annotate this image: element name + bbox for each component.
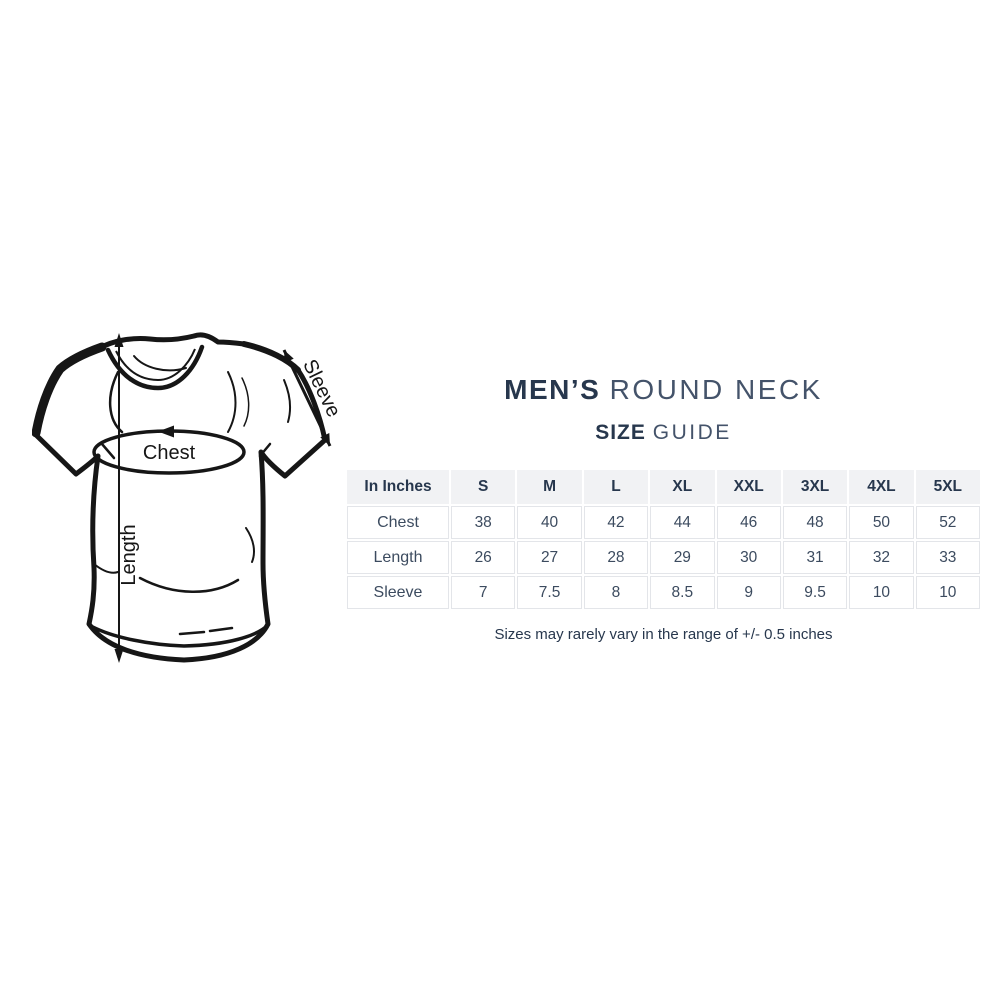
tshirt-shoulder-stroke: [31, 342, 107, 438]
arrow-up-icon: [114, 333, 124, 347]
tshirt-shoulder-stroke-right: [241, 341, 301, 373]
size-column-header: XL: [650, 470, 715, 504]
tshirt-neck-rib-line: [115, 348, 196, 382]
size-column-header: 3XL: [782, 470, 848, 504]
size-value-cell: 42: [583, 506, 649, 539]
measurement-row-label: Chest: [347, 506, 449, 539]
title-mens: MEN’S: [504, 374, 601, 405]
title-line-2: SIZE GUIDE: [345, 422, 982, 443]
size-value-cell: 46: [716, 506, 781, 539]
size-value-cell: 38: [451, 506, 516, 539]
size-value-cell: 30: [716, 541, 781, 574]
tolerance-footnote: Sizes may rarely vary in the range of +/…: [494, 626, 833, 643]
size-value-cell: 27: [517, 541, 582, 574]
size-table-body: Chest 38 40 42 44 46 48 50 52 Length 26 27 28 29 30 31 3…: [347, 506, 980, 609]
size-value-cell: 33: [915, 541, 980, 574]
arrow-down-icon: [114, 649, 124, 663]
size-value-cell: 44: [650, 506, 715, 539]
size-value-cell: 26: [451, 541, 516, 574]
page-title: MEN’S ROUND NECK SIZE GUIDE: [345, 376, 982, 444]
size-value-cell: 28: [583, 541, 649, 574]
size-value-cell: 8.5: [650, 576, 715, 609]
size-value-cell: 48: [782, 506, 848, 539]
size-column-header: 5XL: [915, 470, 980, 504]
size-table-head-row: In Inches S M L XL XXL 3XL 4XL 5XL: [347, 470, 980, 504]
size-value-cell: 7.5: [517, 576, 582, 609]
table-row: Length 26 27 28 29 30 31 32 33: [347, 541, 980, 574]
arrow-downright-icon: [320, 433, 330, 446]
size-column-header: S: [451, 470, 516, 504]
size-value-cell: 52: [915, 506, 980, 539]
chest-measure-ellipse: Chest: [92, 425, 246, 475]
title-guide: GUIDE: [652, 421, 732, 444]
arrow-left-icon: [158, 425, 174, 438]
size-column-header: M: [517, 470, 582, 504]
size-value-cell: 32: [849, 541, 914, 574]
tshirt-wrinkles: [93, 355, 292, 636]
measurement-row-label: Length: [347, 541, 449, 574]
length-label: Length: [118, 524, 140, 585]
size-value-cell: 10: [849, 576, 914, 609]
measurement-row-label: Sleeve: [347, 576, 449, 609]
title-line-1: MEN’S ROUND NECK: [345, 376, 982, 404]
size-value-cell: 31: [782, 541, 848, 574]
tshirt-hem-band: [87, 623, 270, 648]
tshirt-neckline: [105, 344, 205, 391]
size-value-cell: 7: [451, 576, 516, 609]
length-measure-arrow: Length: [114, 333, 140, 663]
tshirt-outline: [32, 332, 328, 663]
size-column-header: L: [583, 470, 649, 504]
title-round-neck: ROUND NECK: [609, 374, 823, 405]
size-column-header: 4XL: [849, 470, 914, 504]
size-value-cell: 8: [583, 576, 649, 609]
size-value-cell: 9: [716, 576, 781, 609]
chest-label: Chest: [143, 442, 196, 464]
size-value-cell: 50: [849, 506, 914, 539]
title-size: SIZE: [595, 421, 646, 444]
arrow-upleft-icon: [284, 350, 294, 363]
tshirt-measurement-diagram: Length Chest Sleeve: [31, 328, 345, 674]
size-value-cell: 40: [517, 506, 582, 539]
tshirt-illustration: Length Chest Sleeve: [31, 332, 345, 663]
unit-header-cell: In Inches: [347, 470, 449, 504]
size-table: In Inches S M L XL XXL 3XL 4XL 5XL Chest 38 40 42 4…: [345, 468, 982, 611]
table-row: Sleeve 7 7.5 8 8.5 9 9.5 10 10: [347, 576, 980, 609]
size-value-cell: 9.5: [782, 576, 848, 609]
size-column-header: XXL: [716, 470, 781, 504]
size-value-cell: 10: [915, 576, 980, 609]
table-row: Chest 38 40 42 44 46 48 50 52: [347, 506, 980, 539]
size-value-cell: 29: [650, 541, 715, 574]
